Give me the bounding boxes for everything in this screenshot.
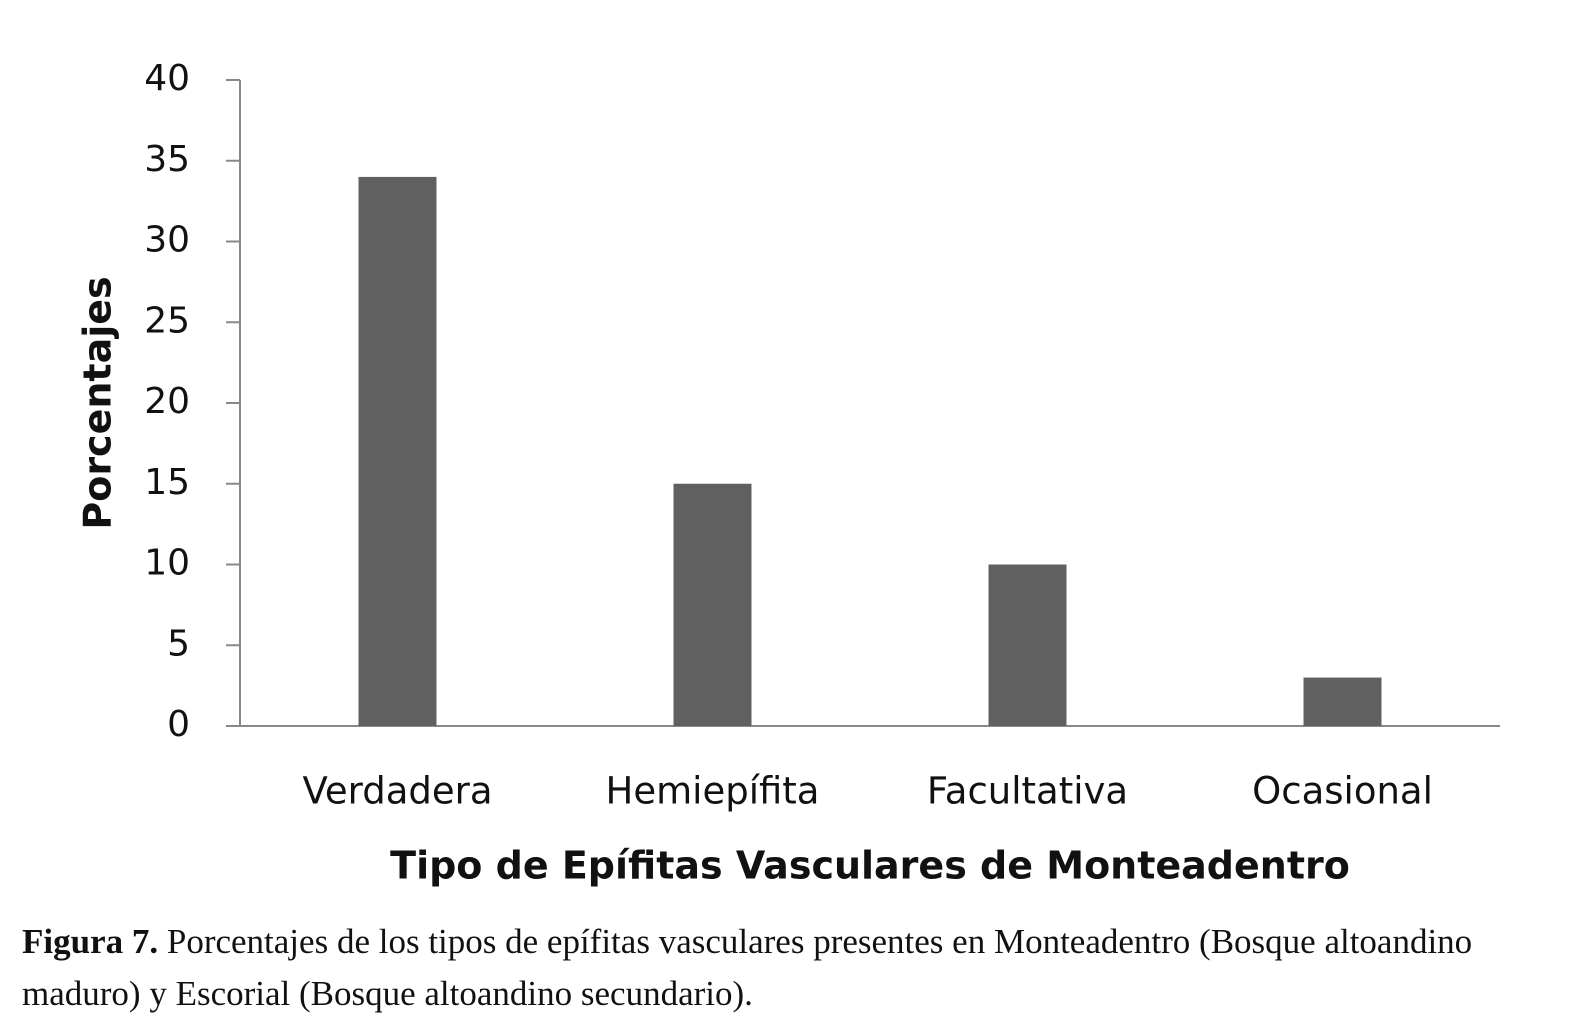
y-tick-label: 10 — [144, 543, 190, 584]
caption-label: Figura 7. — [22, 922, 159, 961]
y-tick-label: 40 — [144, 58, 190, 99]
y-axis-title: Porcentajes — [76, 276, 120, 529]
x-tick-label: Facultativa — [927, 770, 1128, 813]
y-tick-label: 30 — [144, 220, 190, 261]
y-tick-label: 25 — [144, 300, 190, 341]
x-axis-title: Tipo de Epífitas Vasculares de Monteaden… — [390, 844, 1350, 888]
bar — [1303, 677, 1382, 726]
caption-text: Porcentajes de los tipos de epífitas vas… — [22, 922, 1473, 1013]
caption: Figura 7. Porcentajes de los tipos de ep… — [22, 916, 1567, 1020]
x-tick-label: Ocasional — [1252, 770, 1433, 813]
chart: Tipo de Epífitas Vasculares de Monteaden… — [76, 58, 1500, 888]
y-tick-label: 15 — [144, 462, 190, 503]
y-tick-label: 0 — [167, 704, 190, 745]
x-tick-label: Verdadera — [302, 770, 492, 813]
bar — [673, 483, 752, 726]
y-tick-label: 20 — [144, 381, 190, 422]
y-tick-label: 35 — [144, 139, 190, 180]
x-tick-label: Hemiepífita — [606, 770, 820, 813]
bar — [358, 176, 437, 726]
y-tick-label: 5 — [167, 623, 190, 664]
bar — [988, 564, 1067, 726]
